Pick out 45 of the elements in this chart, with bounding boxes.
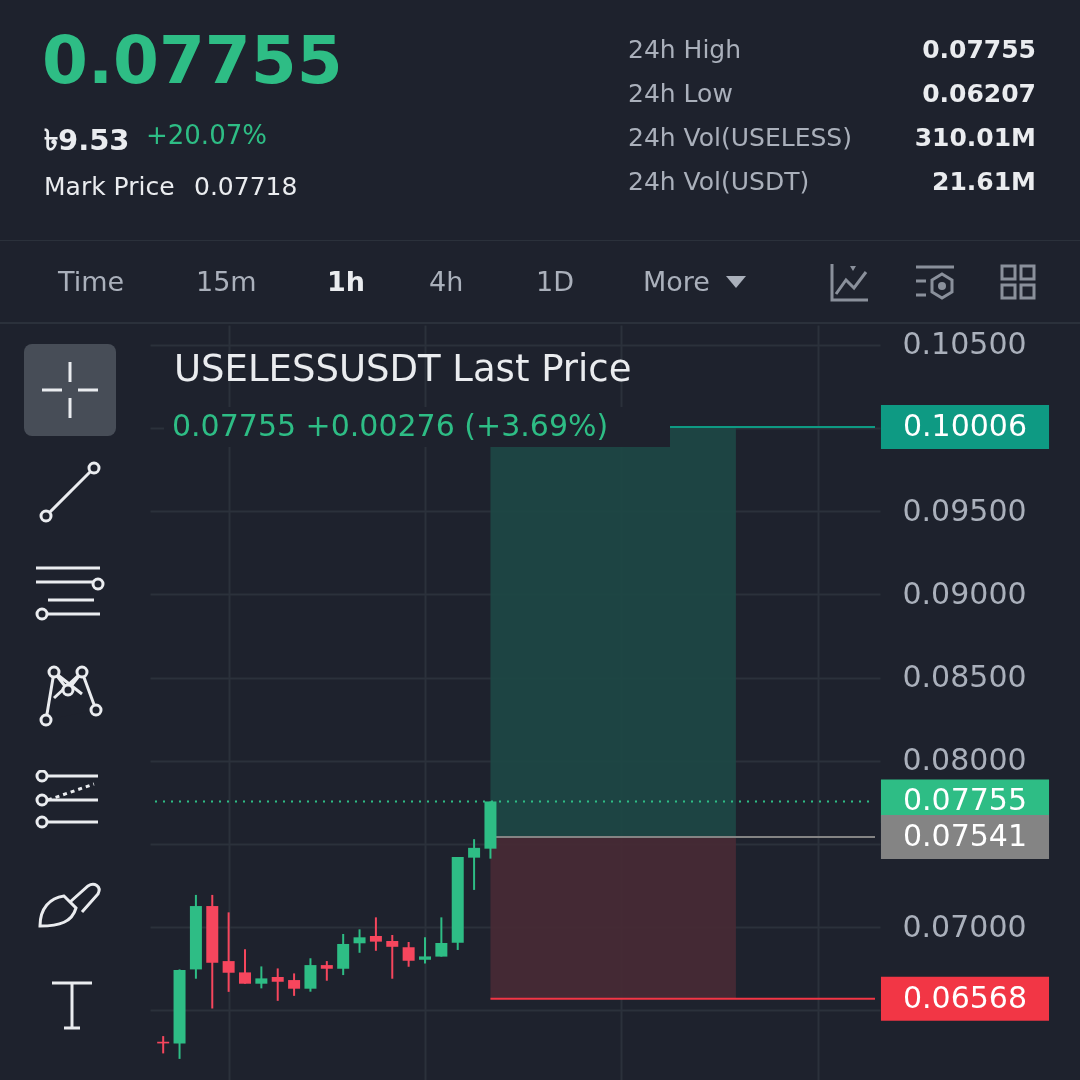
candlestick — [435, 916, 448, 958]
y-tick-label: 0.08000 — [902, 742, 1027, 778]
candlestick — [255, 965, 268, 990]
y-tick-label: 0.08500 — [902, 659, 1027, 695]
y-tick-label: 0.07000 — [902, 908, 1027, 944]
candlestick — [222, 911, 235, 993]
text: 24h Low — [628, 79, 733, 108]
text: USELESSUSDT Last Price — [174, 347, 632, 390]
ref-line-label: 0.06568 — [902, 979, 1028, 1015]
candlestick — [271, 967, 284, 1002]
text: 24h Vol(USELESS) — [628, 123, 852, 152]
candlestick — [288, 972, 301, 997]
y-tick-label: 0.10500 — [902, 326, 1027, 362]
candlestick — [468, 838, 481, 891]
ref-line-label: 0.07755 — [902, 782, 1028, 818]
ref-line-label: 0.07541 — [902, 818, 1028, 854]
text: +20.07% — [146, 120, 267, 150]
y-tick-label: 0.09000 — [902, 575, 1027, 611]
candlestick — [304, 957, 317, 993]
text: 0.06207 — [922, 79, 1036, 108]
text: More — [643, 266, 710, 297]
text: 0.07755 +0.00276 (+3.69%) — [172, 408, 609, 443]
candlestick — [386, 933, 399, 980]
text: 0.07755 — [922, 35, 1036, 64]
y-tick-label: 0.09500 — [902, 492, 1027, 528]
text: 24h High — [628, 35, 742, 64]
candlestick — [239, 948, 251, 985]
text: 4h — [429, 266, 464, 297]
text: ৳9.53 — [44, 122, 130, 159]
text: Time — [58, 266, 125, 297]
text: 1D — [536, 266, 574, 297]
candlestick — [402, 940, 415, 968]
text: 15m — [196, 266, 257, 297]
candlestick — [419, 936, 431, 965]
text: 0.07718 — [194, 172, 298, 201]
text: Mark Price — [44, 172, 175, 201]
candlestick — [353, 928, 366, 954]
candlestick — [369, 916, 382, 952]
text: 0.07755 — [42, 22, 343, 99]
text: 21.61M — [932, 167, 1036, 196]
text: 1h — [327, 266, 366, 297]
ref-line-label: 0.10006 — [902, 408, 1028, 444]
text: 24h Vol(USDT) — [628, 167, 810, 196]
candlestick — [320, 960, 333, 982]
text: 310.01M — [914, 123, 1036, 152]
